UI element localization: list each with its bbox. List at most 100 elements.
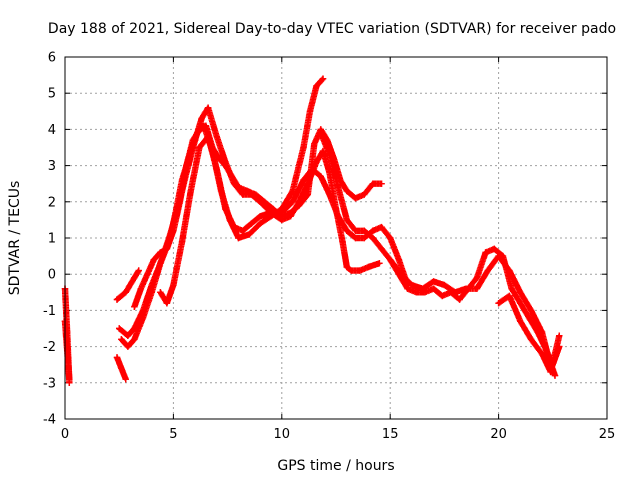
data-point xyxy=(204,133,212,140)
data-point xyxy=(113,354,121,361)
data-point xyxy=(243,187,251,195)
data-point xyxy=(196,144,203,151)
data-point xyxy=(118,365,125,372)
data-point xyxy=(452,289,459,296)
data-point xyxy=(413,289,420,296)
data-point xyxy=(527,336,535,343)
data-point xyxy=(326,151,333,158)
x-tick-label: 5 xyxy=(169,427,177,442)
data-point xyxy=(430,278,437,285)
data-point xyxy=(256,220,264,227)
data-point xyxy=(235,234,242,242)
data-point xyxy=(311,140,318,148)
data-point xyxy=(204,104,212,111)
data-point xyxy=(376,260,383,267)
data-point xyxy=(304,191,312,198)
data-point xyxy=(343,227,351,234)
data-point xyxy=(506,267,513,274)
data-point xyxy=(556,332,563,339)
data-point xyxy=(148,289,155,296)
data-point xyxy=(551,372,559,379)
y-tick-label: 4 xyxy=(48,123,56,138)
data-point xyxy=(334,184,342,191)
data-point xyxy=(137,285,145,292)
data-point xyxy=(187,187,194,195)
data-point xyxy=(213,166,220,173)
data-point xyxy=(538,350,546,358)
data-point xyxy=(419,285,426,292)
data-point xyxy=(139,314,147,321)
series-track-10 xyxy=(387,252,559,379)
data-point xyxy=(506,292,513,300)
data-point xyxy=(352,227,359,234)
x-tick-label: 10 xyxy=(274,427,291,442)
data-point xyxy=(196,126,203,133)
data-point xyxy=(66,375,73,383)
data-point xyxy=(495,299,502,307)
data-point xyxy=(395,256,403,263)
data-point xyxy=(441,281,448,289)
series-track-2 xyxy=(61,318,73,383)
x-tick-label: 0 xyxy=(61,427,69,442)
data-point xyxy=(261,198,268,205)
data-point xyxy=(462,285,470,292)
data-point xyxy=(356,267,364,274)
data-point xyxy=(198,115,205,122)
data-point xyxy=(378,180,385,187)
data-point xyxy=(397,271,405,278)
x-tick-label: 15 xyxy=(382,427,399,442)
data-point xyxy=(473,285,481,292)
data-point xyxy=(252,191,259,198)
data-point xyxy=(317,129,325,137)
data-point xyxy=(295,202,303,209)
marker-trail xyxy=(387,252,559,379)
data-point xyxy=(124,343,132,350)
data-point xyxy=(300,144,307,151)
y-tick-label: 1 xyxy=(48,232,56,247)
chart-title: Day 188 of 2021, Sidereal Day-to-day VTE… xyxy=(48,21,616,37)
data-point xyxy=(246,231,253,238)
data-point xyxy=(517,318,524,325)
data-point xyxy=(306,108,314,115)
y-tick-label: -3 xyxy=(43,376,56,391)
data-point xyxy=(369,227,377,234)
data-point xyxy=(360,191,368,198)
y-tick-label: 6 xyxy=(48,51,56,66)
data-point xyxy=(369,180,377,187)
data-point xyxy=(116,325,123,332)
data-point xyxy=(387,234,394,242)
data-point xyxy=(491,245,498,253)
data-point xyxy=(183,162,190,169)
data-point xyxy=(230,223,238,231)
data-point xyxy=(326,191,333,198)
data-point xyxy=(131,336,138,343)
data-point xyxy=(387,256,394,263)
data-point xyxy=(456,296,463,303)
data-point xyxy=(150,256,158,263)
data-point xyxy=(369,234,377,242)
data-point xyxy=(157,289,164,296)
data-point xyxy=(122,375,129,383)
series-track-4 xyxy=(113,267,142,303)
data-point xyxy=(365,263,372,271)
data-point xyxy=(508,285,515,292)
data-markers xyxy=(61,75,563,386)
data-point xyxy=(256,213,264,220)
data-point xyxy=(267,209,275,216)
data-point xyxy=(163,245,171,253)
data-point xyxy=(300,176,307,184)
x-axis-label: GPS time / hours xyxy=(277,458,394,474)
y-tick-label: 0 xyxy=(48,268,56,283)
data-point xyxy=(473,274,481,282)
data-point xyxy=(144,271,151,278)
x-tick-label: 20 xyxy=(490,427,507,442)
data-point xyxy=(527,307,535,314)
data-point xyxy=(239,191,246,198)
data-point xyxy=(319,75,327,82)
data-point xyxy=(176,198,184,205)
data-point xyxy=(547,368,554,376)
data-point xyxy=(538,328,546,336)
data-point xyxy=(343,216,351,224)
data-point xyxy=(439,292,446,300)
y-tick-label: 3 xyxy=(48,159,56,174)
